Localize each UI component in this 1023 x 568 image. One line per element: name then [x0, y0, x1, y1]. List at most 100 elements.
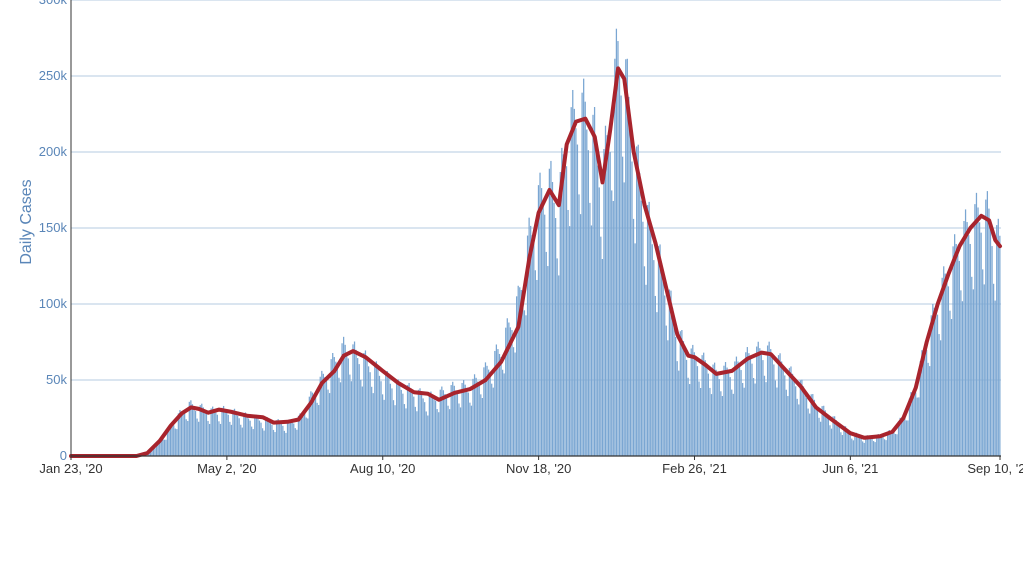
daily-bar — [276, 420, 277, 456]
daily-bar — [717, 375, 718, 456]
daily-bar — [477, 382, 478, 456]
daily-bar — [363, 353, 364, 456]
daily-bars — [131, 29, 1000, 456]
daily-bar — [603, 149, 604, 456]
daily-bar — [606, 135, 607, 456]
daily-bar — [432, 395, 433, 456]
daily-bar — [981, 233, 982, 456]
daily-bar — [502, 370, 503, 456]
daily-bar — [628, 97, 629, 456]
daily-bar — [154, 448, 155, 456]
y-axis-title: Daily Cases — [18, 179, 35, 264]
daily-bar — [703, 353, 704, 456]
daily-bar — [723, 366, 724, 456]
daily-bar — [192, 404, 193, 456]
daily-bar — [744, 388, 745, 456]
daily-bar — [324, 377, 325, 456]
daily-bar — [938, 334, 939, 456]
daily-bar — [572, 90, 573, 456]
daily-bar — [184, 414, 185, 456]
daily-bar — [946, 282, 947, 457]
daily-bar — [422, 398, 423, 456]
daily-bar — [345, 345, 346, 456]
daily-bar — [348, 358, 349, 456]
daily-bar — [206, 414, 207, 456]
daily-bar — [435, 401, 436, 456]
daily-bar — [555, 218, 556, 456]
daily-bar — [797, 399, 798, 456]
daily-bar — [396, 381, 397, 456]
daily-bar — [385, 373, 386, 456]
daily-bar — [207, 421, 208, 456]
daily-bar — [567, 210, 568, 456]
daily-bar — [848, 432, 849, 456]
daily-bar — [401, 390, 402, 456]
daily-bar — [391, 388, 392, 456]
daily-bar — [793, 381, 794, 456]
daily-bar — [828, 418, 829, 456]
daily-bar — [722, 396, 723, 456]
daily-bar — [382, 394, 383, 456]
daily-bar — [449, 409, 450, 456]
daily-bar — [851, 439, 852, 456]
daily-bar — [256, 415, 257, 456]
daily-bar — [427, 416, 428, 456]
daily-bar — [633, 219, 634, 456]
daily-bar — [990, 230, 991, 456]
daily-bar — [376, 361, 377, 456]
daily-bar — [949, 311, 950, 456]
daily-bar — [349, 375, 350, 456]
daily-bar — [719, 379, 720, 456]
daily-bar — [650, 223, 651, 456]
daily-bar — [274, 432, 275, 456]
daily-bar — [583, 79, 584, 456]
daily-bar — [896, 434, 897, 456]
daily-bar — [736, 357, 737, 456]
daily-bar — [602, 259, 603, 456]
daily-bar — [758, 342, 759, 456]
x-tick-label: Jun 6, '21 — [822, 461, 878, 476]
daily-bar — [663, 282, 664, 457]
daily-bar — [779, 353, 780, 456]
daily-bar — [652, 244, 653, 456]
daily-bar — [692, 345, 693, 456]
daily-bar — [226, 412, 227, 456]
daily-bar — [600, 237, 601, 456]
daily-bar — [365, 350, 366, 456]
daily-bar — [999, 236, 1000, 456]
daily-bar — [552, 182, 553, 456]
daily-bar — [262, 428, 263, 456]
daily-bar — [544, 215, 545, 456]
daily-bar — [726, 368, 727, 456]
daily-bar — [415, 407, 416, 456]
daily-bar — [895, 434, 896, 456]
daily-bar — [940, 340, 941, 456]
daily-bar — [608, 146, 609, 456]
daily-bar — [323, 374, 324, 456]
daily-bar — [214, 410, 215, 456]
daily-bar — [511, 330, 512, 456]
daily-bar — [351, 381, 352, 456]
daily-bar — [859, 437, 860, 456]
daily-bar — [516, 296, 517, 456]
daily-bar — [915, 392, 916, 456]
daily-bar — [714, 363, 715, 456]
daily-bar — [784, 375, 785, 456]
axes: Daily Cases 050k100k150k200k250k300kJan … — [18, 0, 1023, 476]
daily-bar — [444, 394, 445, 456]
daily-bar — [212, 407, 213, 456]
daily-bar — [518, 286, 519, 456]
daily-bar — [708, 374, 709, 456]
daily-bar — [639, 173, 640, 456]
daily-bar — [338, 378, 339, 456]
daily-bar — [675, 337, 676, 456]
daily-bar — [362, 387, 363, 456]
daily-bar — [243, 414, 244, 456]
daily-bar — [636, 146, 637, 456]
daily-bar — [755, 384, 756, 456]
daily-bar — [753, 378, 754, 456]
daily-bar — [557, 258, 558, 456]
y-tick-label: 100k — [39, 296, 68, 311]
daily-bar — [667, 340, 668, 456]
daily-bar — [429, 395, 430, 456]
